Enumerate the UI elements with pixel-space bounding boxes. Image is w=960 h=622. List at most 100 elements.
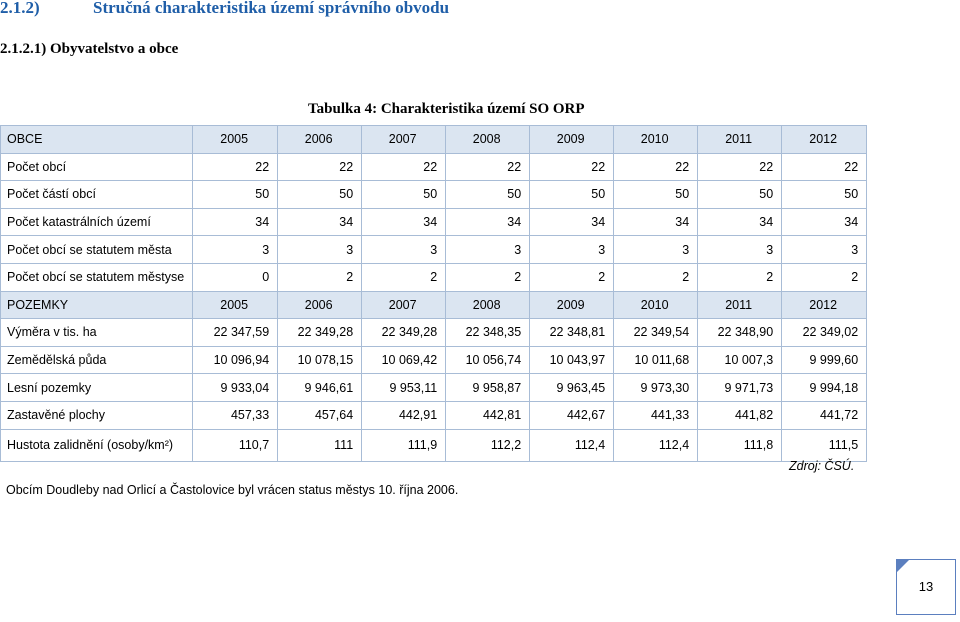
row-label: Hustota zalidnění (osoby/km²) <box>0 428 194 462</box>
table-cell: 3 <box>529 235 615 264</box>
year-header-cell: 2006 <box>277 290 363 320</box>
table-cell: 3 <box>445 235 531 264</box>
year-header-cell: 2005 <box>192 125 279 154</box>
table-cell: 9 973,30 <box>613 373 699 402</box>
table-cell: 22 348,90 <box>697 318 783 347</box>
table-cell: 22 <box>613 152 699 182</box>
subsection-heading: 2.1.2.1) Obyvatelstvo a obce <box>0 41 179 57</box>
table-row: Lesní pozemky 9 933,04 9 946,61 9 953,11 9 9… <box>0 373 868 402</box>
table-cell: 111,8 <box>697 428 783 462</box>
table-cell: 10 056,74 <box>445 345 531 375</box>
year-header-cell: 2012 <box>781 290 868 320</box>
table-cell: 34 <box>361 207 447 237</box>
table-cell: 441,72 <box>781 400 868 430</box>
row-label: Zastavěné plochy <box>0 400 194 430</box>
table-cell: 9 946,61 <box>277 373 363 402</box>
row-label: Počet katastrálních území <box>0 207 194 237</box>
table-cell: 2 <box>361 262 447 292</box>
section-number: 2.1.2) <box>0 0 40 17</box>
table-cell: 2 <box>613 262 699 292</box>
year-header-cell: 2008 <box>445 290 531 320</box>
table-cell: 3 <box>781 235 868 264</box>
table-row: Počet obcí 22 22 22 22 22 22 22 22 <box>0 152 868 182</box>
table-cell: 50 <box>529 180 615 209</box>
table-cell: 9 999,60 <box>781 345 868 375</box>
year-header-cell: 2012 <box>781 125 868 154</box>
table-cell: 34 <box>445 207 531 237</box>
table-cell: 34 <box>613 207 699 237</box>
table-cell: 111,5 <box>781 428 868 462</box>
table-cell: 10 096,94 <box>192 345 279 375</box>
table-row: Zastavěné plochy 457,33 457,64 442,91 442,81… <box>0 400 868 430</box>
table-row: Výměra v tis. ha 22 347,59 22 349,28 22 349… <box>0 318 868 347</box>
table-row: Počet obcí se statutem města 3 3 3 3 3 3 3 3 <box>0 235 868 264</box>
table-cell: 0 <box>192 262 279 292</box>
table-cell: 22 348,81 <box>529 318 615 347</box>
table-row: Počet částí obcí 50 50 50 50 50 50 50 50 <box>0 180 868 209</box>
table-cell: 111 <box>277 428 363 462</box>
row-label: Počet obcí se statutem městyse <box>0 262 194 292</box>
table-cell: 34 <box>277 207 363 237</box>
table-cell: 22 <box>529 152 615 182</box>
table-cell: 22 348,35 <box>445 318 531 347</box>
year-header-cell: 2007 <box>361 125 447 154</box>
year-header-cell: 2011 <box>697 125 783 154</box>
row-label: Počet částí obcí <box>0 180 194 209</box>
table-cell: 34 <box>781 207 868 237</box>
table-cell: 2 <box>445 262 531 292</box>
table-cell: 441,82 <box>697 400 783 430</box>
table-cell: 10 069,42 <box>361 345 447 375</box>
table-cell: 111,9 <box>361 428 447 462</box>
table-cell: 22 <box>192 152 279 182</box>
table-cell: 10 078,15 <box>277 345 363 375</box>
year-header-cell: 2006 <box>277 125 363 154</box>
row-label: Počet obcí <box>0 152 194 182</box>
table-row: Počet katastrálních území 34 34 34 34 34 34 34 3… <box>0 207 868 237</box>
table-cell: 9 994,18 <box>781 373 868 402</box>
characteristics-table: OBCE 2005 2006 2007 2008 2009 2010 2011 2012 Poče… <box>0 125 868 462</box>
table-cell: 22 <box>361 152 447 182</box>
year-header-cell: 2008 <box>445 125 531 154</box>
table-cell: 22 349,28 <box>361 318 447 347</box>
table-cell: 9 971,73 <box>697 373 783 402</box>
table-cell: 50 <box>192 180 279 209</box>
table-row: Zemědělská půda 10 096,94 10 078,15 10 069,… <box>0 345 868 375</box>
table-cell: 22 349,28 <box>277 318 363 347</box>
table-cell: 50 <box>277 180 363 209</box>
table-cell: 112,4 <box>529 428 615 462</box>
year-header-cell: 2007 <box>361 290 447 320</box>
table-cell: 34 <box>192 207 279 237</box>
table-cell: 110,7 <box>192 428 279 462</box>
table-cell: 2 <box>529 262 615 292</box>
table-section-label: POZEMKY <box>0 290 194 320</box>
source-note: Zdroj: ČSÚ. <box>789 459 855 473</box>
section-title: Stručná charakteristika území správního … <box>93 0 450 17</box>
table-cell: 10 043,97 <box>529 345 615 375</box>
table-header-row: POZEMKY 2005 2006 2007 2008 2009 2010 2011 2012 <box>0 290 868 320</box>
table-cell: 112,4 <box>613 428 699 462</box>
table-cell: 442,81 <box>445 400 531 430</box>
year-header-cell: 2010 <box>613 125 699 154</box>
table-cell: 34 <box>697 207 783 237</box>
table-cell: 50 <box>445 180 531 209</box>
table-cell: 457,33 <box>192 400 279 430</box>
footnote-text: Obcím Doudleby nad Orlicí a Častolovice … <box>6 483 459 497</box>
section-heading: 2.1.2) Stručná charakteristika území sprá… <box>0 0 449 18</box>
row-label: Výměra v tis. ha <box>0 318 194 347</box>
table-cell: 3 <box>613 235 699 264</box>
page-number: 13 <box>918 579 934 594</box>
table-cell: 10 007,3 <box>697 345 783 375</box>
table-cell: 10 011,68 <box>613 345 699 375</box>
table-cell: 50 <box>361 180 447 209</box>
table-cell: 22 <box>445 152 531 182</box>
year-header-cell: 2009 <box>529 125 615 154</box>
table-cell: 22 349,54 <box>613 318 699 347</box>
table-cell: 3 <box>192 235 279 264</box>
year-header-cell: 2005 <box>192 290 279 320</box>
table-cell: 3 <box>697 235 783 264</box>
table-cell: 442,91 <box>361 400 447 430</box>
table-cell: 442,67 <box>529 400 615 430</box>
table-cell: 9 958,87 <box>445 373 531 402</box>
row-label: Počet obcí se statutem města <box>0 235 194 264</box>
year-header-cell: 2009 <box>529 290 615 320</box>
